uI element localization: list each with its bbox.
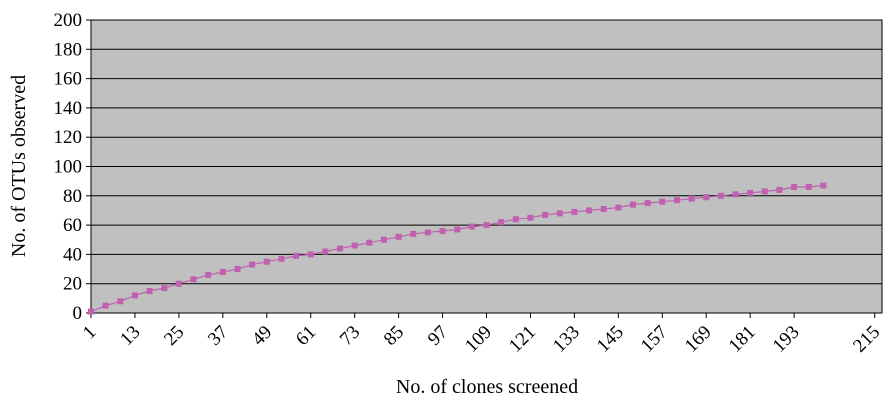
x-tick-label: 97 xyxy=(424,322,452,350)
data-point xyxy=(483,222,490,229)
y-tick-label: 0 xyxy=(73,303,83,324)
x-axis-ticks: 1 13 25 37 49 61 73 85 97 109 121 133 145 157 169 181 19… xyxy=(79,313,884,357)
data-point xyxy=(805,184,812,191)
y-tick-label: 160 xyxy=(54,69,83,90)
data-point xyxy=(703,194,710,201)
data-point xyxy=(659,198,666,205)
data-point xyxy=(380,236,387,243)
y-tick-label: 140 xyxy=(54,98,83,119)
data-point xyxy=(278,255,285,262)
data-point xyxy=(791,184,798,191)
data-point xyxy=(351,242,358,249)
data-point xyxy=(615,204,622,211)
data-point xyxy=(498,219,505,226)
data-point xyxy=(732,191,739,198)
data-point xyxy=(717,192,724,199)
data-point xyxy=(688,195,695,202)
data-point xyxy=(88,308,94,315)
data-point xyxy=(747,189,754,196)
data-point xyxy=(263,258,270,265)
data-point xyxy=(542,211,549,218)
x-tick-label: 61 xyxy=(292,322,320,350)
data-point xyxy=(366,239,373,246)
x-tick-label: 193 xyxy=(769,322,804,357)
y-tick-label: 100 xyxy=(54,157,83,178)
x-tick-label: 1 xyxy=(79,322,101,344)
data-point xyxy=(439,227,446,234)
data-point xyxy=(820,182,827,189)
y-tick-label: 120 xyxy=(54,127,83,148)
y-axis-title: No. of OTUs observed xyxy=(8,75,30,257)
data-point xyxy=(322,248,329,255)
data-point xyxy=(190,276,197,283)
data-point xyxy=(395,233,402,240)
data-point xyxy=(644,200,651,207)
data-point xyxy=(424,229,431,236)
data-point xyxy=(205,271,212,278)
data-point xyxy=(146,288,153,295)
x-tick-label: 25 xyxy=(160,322,188,350)
x-tick-label: 73 xyxy=(336,322,364,350)
gridlines xyxy=(91,48,882,285)
x-tick-label: 145 xyxy=(593,322,628,357)
data-point xyxy=(527,214,534,221)
data-point xyxy=(410,230,417,237)
data-point xyxy=(117,298,124,305)
data-point xyxy=(175,280,182,287)
data-point xyxy=(307,251,314,258)
x-tick-label: 13 xyxy=(116,322,144,350)
x-tick-label: 85 xyxy=(380,322,408,350)
y-tick-label: 20 xyxy=(63,274,82,295)
data-point xyxy=(673,197,680,204)
data-point xyxy=(629,201,636,208)
data-point xyxy=(600,205,607,212)
data-point xyxy=(249,261,256,268)
data-point xyxy=(337,245,344,252)
x-axis-title: No. of clones screened xyxy=(396,376,578,398)
y-tick-label: 60 xyxy=(63,215,82,236)
data-point xyxy=(131,292,138,299)
x-tick-label: 109 xyxy=(461,322,496,357)
data-point xyxy=(234,266,241,273)
data-point xyxy=(776,186,783,193)
data-point xyxy=(468,223,475,230)
data-point xyxy=(293,252,300,259)
data-point xyxy=(454,226,461,233)
x-tick-label: 181 xyxy=(725,322,760,357)
x-tick-label: 169 xyxy=(681,322,716,357)
data-point xyxy=(586,207,593,214)
data-point xyxy=(161,285,168,292)
x-tick-label: 157 xyxy=(637,322,672,357)
data-point xyxy=(571,208,578,215)
data-point xyxy=(102,302,109,309)
x-tick-label: 49 xyxy=(248,322,276,350)
x-tick-label: 133 xyxy=(549,322,584,357)
data-point xyxy=(761,188,768,195)
series-markers xyxy=(88,182,827,315)
y-tick-label: 200 xyxy=(54,10,83,31)
x-tick-label: 215 xyxy=(849,322,884,357)
y-tick-label: 40 xyxy=(63,244,82,265)
data-point xyxy=(556,210,563,217)
y-axis-ticks: 0 20 40 60 80 100 120 140 160 180 200 xyxy=(54,10,91,324)
y-tick-label: 180 xyxy=(54,39,83,60)
x-tick-label: 121 xyxy=(505,322,540,357)
x-tick-label: 37 xyxy=(204,322,232,350)
y-tick-label: 80 xyxy=(63,186,82,207)
data-point xyxy=(219,268,226,275)
data-point xyxy=(512,216,519,223)
